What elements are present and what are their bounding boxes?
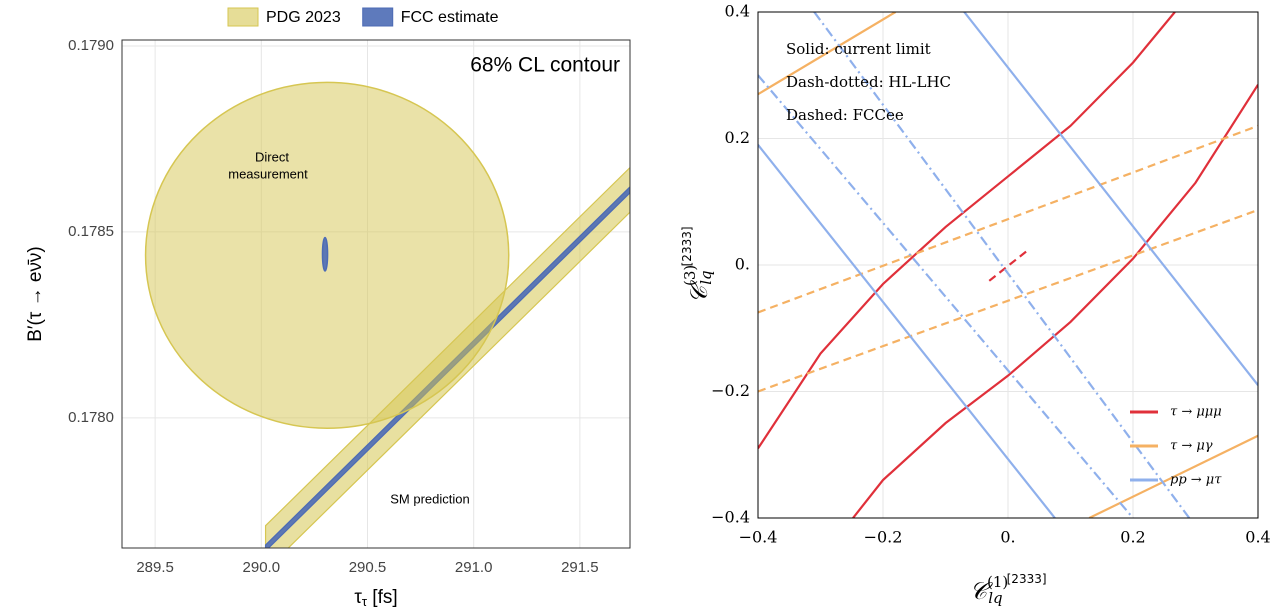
x-tick-label: −0.2 <box>864 528 903 547</box>
curve <box>758 124 1258 314</box>
x-axis-label: 𝒞(1) lq[2333] <box>969 572 1046 608</box>
legend-swatch <box>362 7 394 27</box>
curve <box>963 12 1258 386</box>
x-axis-label-sup: (1) <box>987 573 1008 591</box>
legend-label: PDG 2023 <box>266 9 341 26</box>
y-axis-label: 𝒞(3)lq[2333] <box>680 226 716 303</box>
legend-swatch <box>227 7 259 27</box>
note: Dash-dotted: HL-LHC <box>786 73 951 91</box>
y-tick-label: 0.4 <box>725 2 750 21</box>
legend-label: pp → μτ <box>1170 473 1222 488</box>
x-tick-label: 291.0 <box>455 559 493 576</box>
x-tick-label: 0.4 <box>1245 528 1270 547</box>
annotation: measurement <box>228 166 308 181</box>
curve <box>758 12 1176 450</box>
y-axis-label-sub: lq <box>697 270 715 284</box>
curve <box>758 12 897 96</box>
curve <box>813 12 1191 518</box>
plot-area <box>758 12 1258 518</box>
x-axis-label-sub: lq <box>988 589 1002 607</box>
x-tick-label: 0.2 <box>1120 528 1145 547</box>
curve <box>758 144 1056 518</box>
curve <box>852 84 1258 518</box>
x-axis-label-index: [2333] <box>1007 572 1047 586</box>
x-label-unit: [fs] <box>372 587 397 608</box>
y-tick-label: 0.1790 <box>68 37 114 54</box>
y-axis-label-index: [2333] <box>680 226 694 266</box>
annotation: Direct <box>255 149 289 164</box>
note: Dashed: FCCee <box>786 106 904 124</box>
y-tick-label: −0.4 <box>711 508 750 527</box>
x-label-sub: τ <box>362 594 368 609</box>
legend-label: τ → μμμ <box>1170 405 1222 420</box>
x-tick-label: 290.0 <box>243 559 281 576</box>
y-axis-label: B′(τ → eν̄ν) <box>25 246 46 342</box>
curve <box>758 208 1258 393</box>
x-axis-label: ττ [fs] <box>354 587 397 609</box>
legend-label: τ → μγ <box>1170 439 1213 454</box>
x-tick-label: −0.4 <box>739 528 778 547</box>
x-label-symbol: τ <box>354 587 362 608</box>
x-tick-label: 291.5 <box>561 559 599 576</box>
left-panel: 289.5 290.0 290.5 291.0 291.5 0.1780 0.1785 0.1… <box>25 7 631 609</box>
plot-area <box>144 81 630 548</box>
x-tick-label: 0. <box>1000 528 1015 547</box>
contour-ellipse <box>321 236 329 272</box>
y-tick-label: 0.2 <box>725 128 750 147</box>
y-tick-label: −0.2 <box>711 381 750 400</box>
note: Solid: current limit <box>786 40 931 58</box>
y-tick-label: 0.1785 <box>68 223 114 240</box>
y-tick-label: 0. <box>735 255 750 274</box>
panel-title: 68% CL contour <box>470 54 620 77</box>
curve <box>988 250 1028 282</box>
annotation: SM prediction <box>390 491 469 506</box>
x-tick-label: 290.5 <box>349 559 387 576</box>
x-tick-label: 289.5 <box>136 559 174 576</box>
plot-border <box>121 39 631 549</box>
curve <box>758 74 1134 518</box>
y-tick-label: 0.1780 <box>68 409 114 426</box>
right-panel: −0.4 −0.2 0. 0.2 0.4 −0.4 −0.2 0. 0.2 0.4 Solid: c… <box>680 2 1271 608</box>
curve <box>1088 434 1258 518</box>
plot-border <box>757 11 1259 519</box>
legend-label: FCC estimate <box>401 9 499 26</box>
y-axis-label-sup: (3) <box>681 265 699 286</box>
